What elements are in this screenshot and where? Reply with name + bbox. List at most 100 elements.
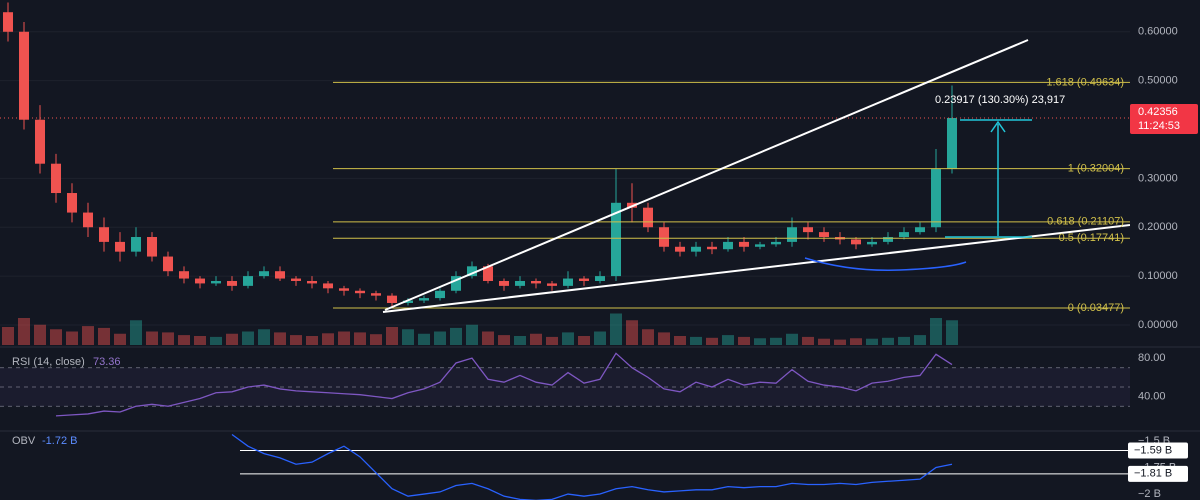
- candle-body: [531, 280, 541, 284]
- volume-bar: [466, 324, 478, 345]
- trendline-lower: [382, 224, 1130, 313]
- obv-pane: [231, 433, 1130, 500]
- rsi-current: 73.36: [93, 356, 121, 368]
- candle-body: [259, 271, 269, 277]
- rsi-pane: [0, 352, 1130, 417]
- candle-body: [147, 237, 157, 257]
- fib-label: 1 (0.32004): [1068, 162, 1124, 174]
- volume-bar: [546, 336, 558, 345]
- volume-bar: [594, 331, 606, 345]
- fib-label: 0.5 (0.17741): [1059, 232, 1124, 244]
- y-tick-label: 0.20000: [1138, 221, 1178, 233]
- y-tick-label: 0.00000: [1138, 319, 1178, 331]
- volume-bar: [738, 336, 750, 345]
- candle-body: [547, 283, 557, 286]
- candle-body: [499, 280, 509, 286]
- volume-bar: [530, 333, 542, 345]
- candle-body: [515, 280, 525, 286]
- candle-body: [675, 246, 685, 252]
- candle-body: [451, 276, 461, 291]
- volume-bar: [434, 331, 446, 345]
- last-price-label: 0.42356: [1138, 106, 1178, 118]
- volume-bar: [882, 337, 894, 345]
- candle-body: [275, 271, 285, 279]
- volume-bar: [82, 326, 94, 345]
- volume-bar: [658, 332, 670, 345]
- volume-bar: [242, 331, 254, 345]
- candle-body: [739, 241, 749, 247]
- candle-body: [787, 227, 797, 242]
- candle-body: [403, 300, 413, 303]
- candle-body: [99, 227, 109, 242]
- candle-body: [931, 168, 941, 228]
- candle-body: [3, 12, 13, 32]
- candle-body: [467, 266, 477, 277]
- fib-label: 0 (0.03477): [1068, 302, 1124, 314]
- volume-bar: [306, 336, 318, 345]
- candle-body: [227, 280, 237, 286]
- candle-body: [819, 232, 829, 238]
- candle-body: [691, 246, 701, 252]
- obv-level-box: [1128, 465, 1188, 482]
- volume-bar: [722, 335, 734, 345]
- countdown: 11:24:53: [1138, 120, 1180, 132]
- volume-bar: [930, 318, 942, 345]
- y-tick-label: 0.60000: [1138, 26, 1178, 38]
- trendline-upper: [384, 39, 1029, 311]
- volume-bar: [114, 333, 126, 345]
- volume-bar: [338, 331, 350, 345]
- volume-bar: [946, 320, 958, 345]
- y-tick-label: 0.10000: [1138, 270, 1178, 282]
- volume-bar: [674, 336, 686, 345]
- candle-body: [179, 271, 189, 279]
- candle-body: [163, 256, 173, 272]
- rsi-band-fill: [0, 367, 1130, 407]
- volume-bar: [482, 331, 494, 345]
- volume-bar: [450, 327, 462, 345]
- y-tick-label: 0.30000: [1138, 172, 1178, 184]
- fib-label: 1.618 (0.49634): [1046, 76, 1124, 88]
- volume-bar: [402, 329, 414, 345]
- candle-body: [659, 227, 669, 247]
- volume-bar: [498, 335, 510, 345]
- volume-bar: [162, 332, 174, 345]
- obv-title: OBV: [12, 435, 36, 447]
- volume-bar: [866, 338, 878, 345]
- volume-bar: [850, 338, 862, 345]
- candle-body: [595, 276, 605, 281]
- volume-bar: [146, 331, 158, 345]
- volume-bar: [786, 333, 798, 345]
- candle-body: [883, 237, 893, 242]
- obv-level-label: −1.81 B: [1134, 468, 1172, 480]
- candle-body: [371, 293, 381, 296]
- volume-bar: [178, 335, 190, 345]
- candle-body: [243, 276, 253, 286]
- volume-bar: [610, 313, 622, 345]
- candle-body: [867, 241, 877, 245]
- volume-bar: [418, 333, 430, 345]
- candle-body: [611, 202, 621, 277]
- volume-bar: [290, 335, 302, 345]
- volume-bar: [226, 333, 238, 345]
- indicator-line: [231, 433, 953, 500]
- candle-body: [115, 241, 125, 252]
- measure-label: 0.23917 (130.30%) 23,917: [935, 94, 1065, 106]
- indicator-line: [55, 352, 953, 417]
- candle-body: [803, 227, 813, 233]
- volume-bar: [130, 320, 142, 345]
- candle-body: [851, 239, 861, 245]
- measure-arrowhead: [990, 120, 1006, 133]
- obv-level-box: [1128, 442, 1188, 459]
- candle-body: [35, 119, 45, 164]
- volume-bar: [194, 336, 206, 345]
- volume-bar: [514, 336, 526, 345]
- candle-body: [131, 237, 141, 252]
- y-tick-label: 80.00: [1138, 352, 1166, 364]
- candle-body: [563, 278, 573, 286]
- volume-bar: [210, 336, 222, 345]
- volume-bar: [690, 336, 702, 345]
- volume-bar: [626, 320, 638, 345]
- volume-bar: [386, 327, 398, 345]
- obv-level-label: −1.59 B: [1134, 444, 1172, 456]
